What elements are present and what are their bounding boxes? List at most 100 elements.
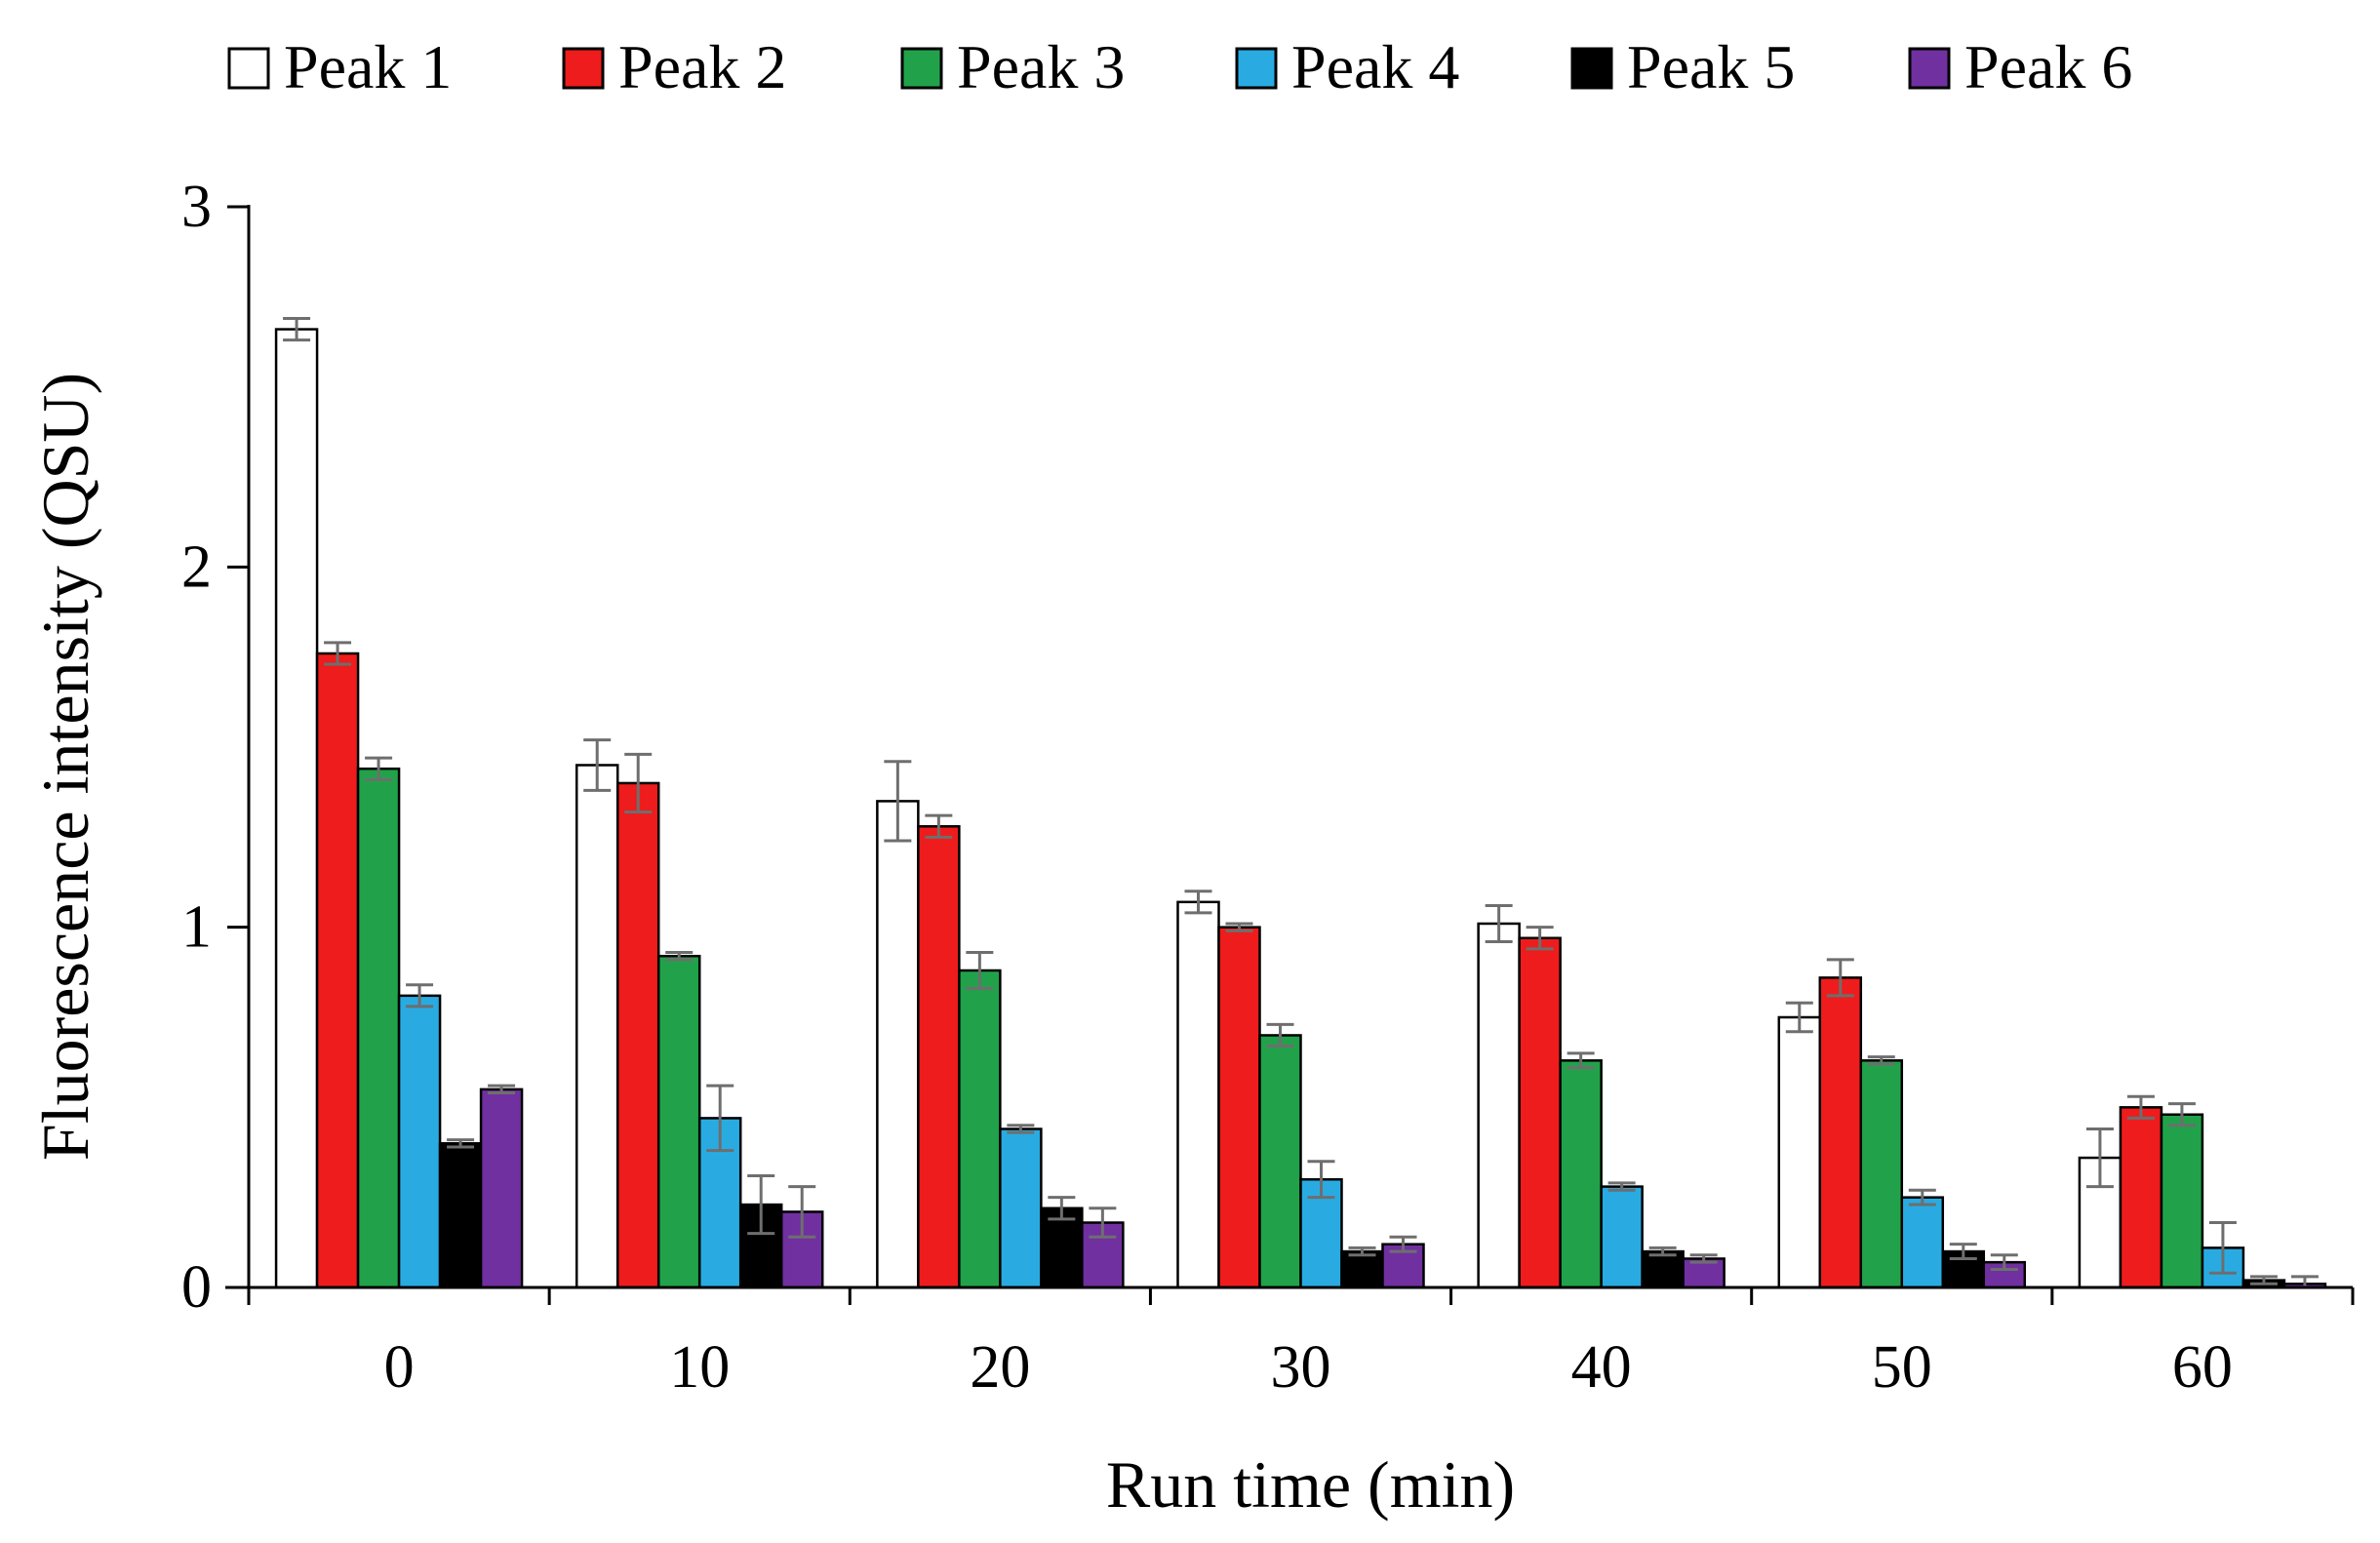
x-tick-label: 20 [970,1334,1030,1401]
bar-peak-3-10 [656,954,701,1289]
error-bar [1266,1022,1294,1048]
error-bar [365,756,393,781]
bar-peak-1-50 [1777,1015,1822,1289]
error-bar [1689,1253,1718,1264]
x-tick-label: 50 [1872,1334,1932,1401]
error-bar [583,738,612,792]
bar-peak-5-40 [1641,1249,1685,1289]
legend-swatch [562,47,605,90]
bar-peak-2-40 [1518,936,1562,1289]
legend-item-peak-2: Peak 2 [562,32,786,101]
y-axis-ticks: 0 1 2 3 [181,174,249,1321]
y-tick-label: 1 [181,894,212,961]
y-tick-label: 3 [181,174,212,240]
legend-swatch [227,47,270,90]
error-bar [1526,926,1554,951]
x-tick-label: 30 [1271,1334,1331,1401]
error-bar [1785,1001,1813,1034]
x-axis-ticks: 0 10 20 30 40 50 60 [247,1287,2355,1401]
error-bar [1007,1124,1035,1134]
x-tick-label: 40 [1571,1334,1632,1401]
plot-area: 0 1 2 3 0 10 20 30 40 50 60 [181,174,2355,1401]
bar-peak-1-20 [876,800,920,1289]
x-tick-label: 60 [2172,1334,2233,1401]
bar-peak-2-50 [1818,976,1863,1289]
bar-peak-2-10 [615,781,660,1289]
legend-item-peak-1: Peak 1 [227,32,452,101]
legend-label: Peak 1 [284,32,452,101]
error-bar [1048,1196,1076,1221]
error-bar [706,1084,734,1153]
bar-peak-2-60 [2119,1106,2163,1289]
bar-peak-2-0 [315,652,360,1289]
error-bar [665,951,694,962]
error-bar [2167,1102,2196,1128]
bar-peak-4-40 [1600,1185,1644,1289]
bar-peak-3-40 [1559,1059,1603,1289]
bar-peak-1-0 [274,328,319,1289]
y-axis-title: Fluorescence intensity (QSU) [28,373,102,1161]
bar-peak-4-0 [397,994,442,1289]
error-bar [1348,1246,1376,1257]
bar-peak-1-40 [1477,922,1521,1289]
error-bar [1867,1055,1895,1066]
error-bar [1949,1243,1977,1260]
legend-label: Peak 6 [1964,32,2132,101]
error-bar [966,951,994,990]
error-bar [925,813,953,839]
bar-peak-3-0 [356,767,401,1289]
bar-peak-4-50 [1900,1196,1945,1289]
legend-swatch [1908,47,1951,90]
error-bar [324,641,352,666]
error-bar [488,1084,516,1095]
legend: Peak 1 Peak 2 Peak 3 Peak 4 Peak 5 Peak 6 [227,32,2132,101]
error-bars-layer [283,316,2319,1289]
error-bar [884,760,912,843]
x-tick-label: 10 [669,1334,730,1401]
y-tick-label: 2 [181,534,212,600]
error-bar [1567,1051,1595,1070]
error-bar [2208,1221,2237,1275]
bars-layer [274,328,2327,1289]
legend-label: Peak 4 [1291,32,1459,101]
bar-peak-5-0 [438,1142,483,1289]
bar-peak-4-20 [999,1128,1043,1289]
legend-item-peak-5: Peak 5 [1570,32,1795,101]
bar-peak-6-0 [479,1088,524,1289]
legend-swatch [900,47,943,90]
legend-label: Peak 3 [957,32,1125,101]
bar-peak-2-20 [917,825,961,1289]
error-bar [1089,1207,1117,1239]
error-bar [447,1138,475,1149]
error-bar [1184,890,1212,915]
error-bar [2085,1127,2114,1189]
bar-peak-3-30 [1258,1034,1302,1289]
legend-swatch [1570,47,1613,90]
error-bar [1389,1235,1417,1253]
bar-peak-3-50 [1859,1059,1904,1289]
legend-item-peak-3: Peak 3 [900,32,1125,101]
x-axis-title: Run time (min) [1106,1447,1515,1522]
error-bar [624,752,653,813]
error-bar [1648,1246,1677,1257]
legend-label: Peak 5 [1627,32,1795,101]
bar-peak-3-20 [958,969,1002,1289]
error-bar [1485,904,1513,943]
legend-item-peak-6: Peak 6 [1908,32,2132,101]
legend-label: Peak 2 [618,32,786,101]
error-bar [406,983,434,1009]
error-bar [2249,1275,2278,1286]
y-tick-label: 0 [181,1254,212,1321]
x-tick-label: 0 [384,1334,415,1401]
error-bar [1826,958,1854,998]
error-bar [1908,1188,1936,1207]
error-bar [2126,1094,2155,1120]
error-bar [1607,1181,1636,1192]
legend-item-peak-4: Peak 4 [1235,32,1459,101]
error-bar [1307,1160,1335,1200]
bar-peak-1-10 [575,764,619,1289]
error-bar [788,1185,816,1239]
legend-swatch [1235,47,1278,90]
bar-peak-1-30 [1176,900,1220,1289]
